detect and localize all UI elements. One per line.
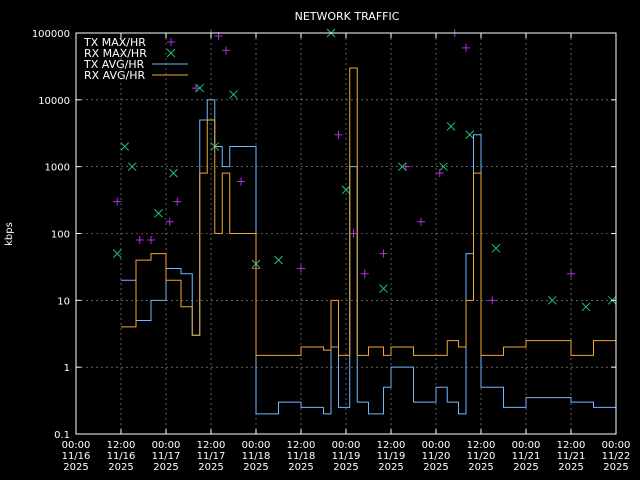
x-tick-label: 2025 (333, 462, 358, 473)
x-tick-label: 00:00 (62, 440, 91, 451)
x-tick-label: 12:00 (467, 440, 496, 451)
data-point (112, 249, 122, 258)
data-point (488, 296, 497, 305)
legend-label: TX MAX/HR (83, 36, 146, 49)
data-point (222, 46, 230, 55)
x-tick-label: 00:00 (602, 440, 631, 451)
legend-label: RX AVG/HR (84, 69, 146, 82)
data-point (127, 162, 137, 172)
x-tick-label: 11/19 (377, 451, 406, 462)
y-tick-label: 1000 (45, 163, 70, 174)
x-tick-label: 00:00 (242, 440, 271, 451)
x-tick-label: 2025 (108, 462, 133, 473)
data-point (154, 209, 163, 218)
x-tick-label: 12:00 (287, 440, 316, 451)
data-point (465, 130, 475, 140)
x-tick-label: 00:00 (332, 440, 361, 451)
data-point (379, 284, 388, 293)
y-tick-label: 10000 (38, 96, 70, 107)
axis-ticks: 0.111010010001000010000000:0011/16202512… (32, 29, 631, 473)
data-point (462, 43, 470, 52)
series-line (121, 67, 616, 356)
data-point (349, 229, 358, 238)
x-tick-label: 11/20 (467, 451, 496, 462)
series-rx-avg-hr (121, 67, 616, 356)
series-layer (112, 28, 617, 415)
x-tick-label: 2025 (378, 462, 403, 473)
x-tick-label: 11/21 (512, 451, 541, 462)
data-point (334, 130, 343, 139)
x-tick-label: 2025 (243, 462, 268, 473)
x-tick-label: 00:00 (422, 440, 451, 451)
x-tick-label: 2025 (288, 462, 313, 473)
data-point (165, 217, 174, 226)
data-point (192, 84, 200, 93)
legend-label: TX AVG/HR (83, 58, 145, 71)
y-axis-label: kbps (4, 222, 15, 246)
x-tick-label: 11/16 (62, 451, 91, 462)
x-tick-label: 11/17 (197, 451, 226, 462)
x-tick-label: 12:00 (377, 440, 406, 451)
x-tick-label: 11/18 (287, 451, 316, 462)
x-tick-label: 2025 (153, 462, 178, 473)
x-tick-label: 11/21 (557, 451, 586, 462)
data-point (135, 235, 144, 244)
data-point (147, 235, 155, 244)
x-tick-label: 2025 (513, 462, 538, 473)
data-point (417, 217, 425, 226)
y-tick-label: 10 (57, 296, 70, 307)
x-tick-label: 2025 (603, 462, 628, 473)
legend-marker (166, 48, 176, 58)
x-tick-label: 12:00 (557, 440, 586, 451)
data-point (173, 197, 182, 206)
x-tick-label: 11/22 (602, 451, 631, 462)
x-tick-label: 2025 (423, 462, 448, 473)
legend-marker (167, 38, 175, 46)
x-tick-label: 11/20 (422, 451, 451, 462)
y-tick-label: 1 (64, 363, 70, 374)
x-tick-label: 11/18 (242, 451, 271, 462)
data-point (402, 162, 410, 171)
data-point (120, 142, 130, 151)
data-point (379, 249, 388, 258)
series-tx-max-hr (113, 29, 575, 305)
x-tick-label: 2025 (468, 462, 493, 473)
data-point (491, 243, 501, 253)
x-tick-label: 2025 (558, 462, 583, 473)
data-point (446, 122, 456, 131)
series-rx-max-hr (112, 28, 617, 312)
x-tick-label: 11/19 (332, 451, 361, 462)
data-point (397, 162, 407, 172)
x-tick-label: 11/17 (152, 451, 181, 462)
data-point (360, 269, 369, 278)
data-point (229, 90, 238, 99)
data-point (439, 162, 448, 172)
data-point (341, 185, 351, 195)
x-tick-label: 12:00 (197, 440, 226, 451)
data-point (169, 168, 178, 178)
legend-label: RX MAX/HR (84, 47, 147, 60)
y-tick-label: 100000 (32, 29, 70, 40)
data-point (113, 197, 122, 206)
y-tick-label: 0.1 (54, 430, 70, 441)
y-tick-label: 100 (51, 230, 70, 241)
x-tick-label: 2025 (198, 462, 223, 473)
x-tick-label: 2025 (63, 462, 88, 473)
chart-title: NETWORK TRAFFIC (295, 10, 400, 23)
data-point (297, 264, 305, 273)
x-tick-label: 12:00 (107, 440, 136, 451)
data-point (195, 83, 205, 93)
data-point (547, 295, 557, 305)
x-tick-label: 11/16 (107, 451, 136, 462)
x-tick-label: 00:00 (512, 440, 541, 451)
x-tick-label: 00:00 (152, 440, 181, 451)
data-point (237, 177, 245, 186)
data-point (567, 269, 575, 278)
data-point (581, 302, 591, 312)
data-point (274, 255, 283, 265)
